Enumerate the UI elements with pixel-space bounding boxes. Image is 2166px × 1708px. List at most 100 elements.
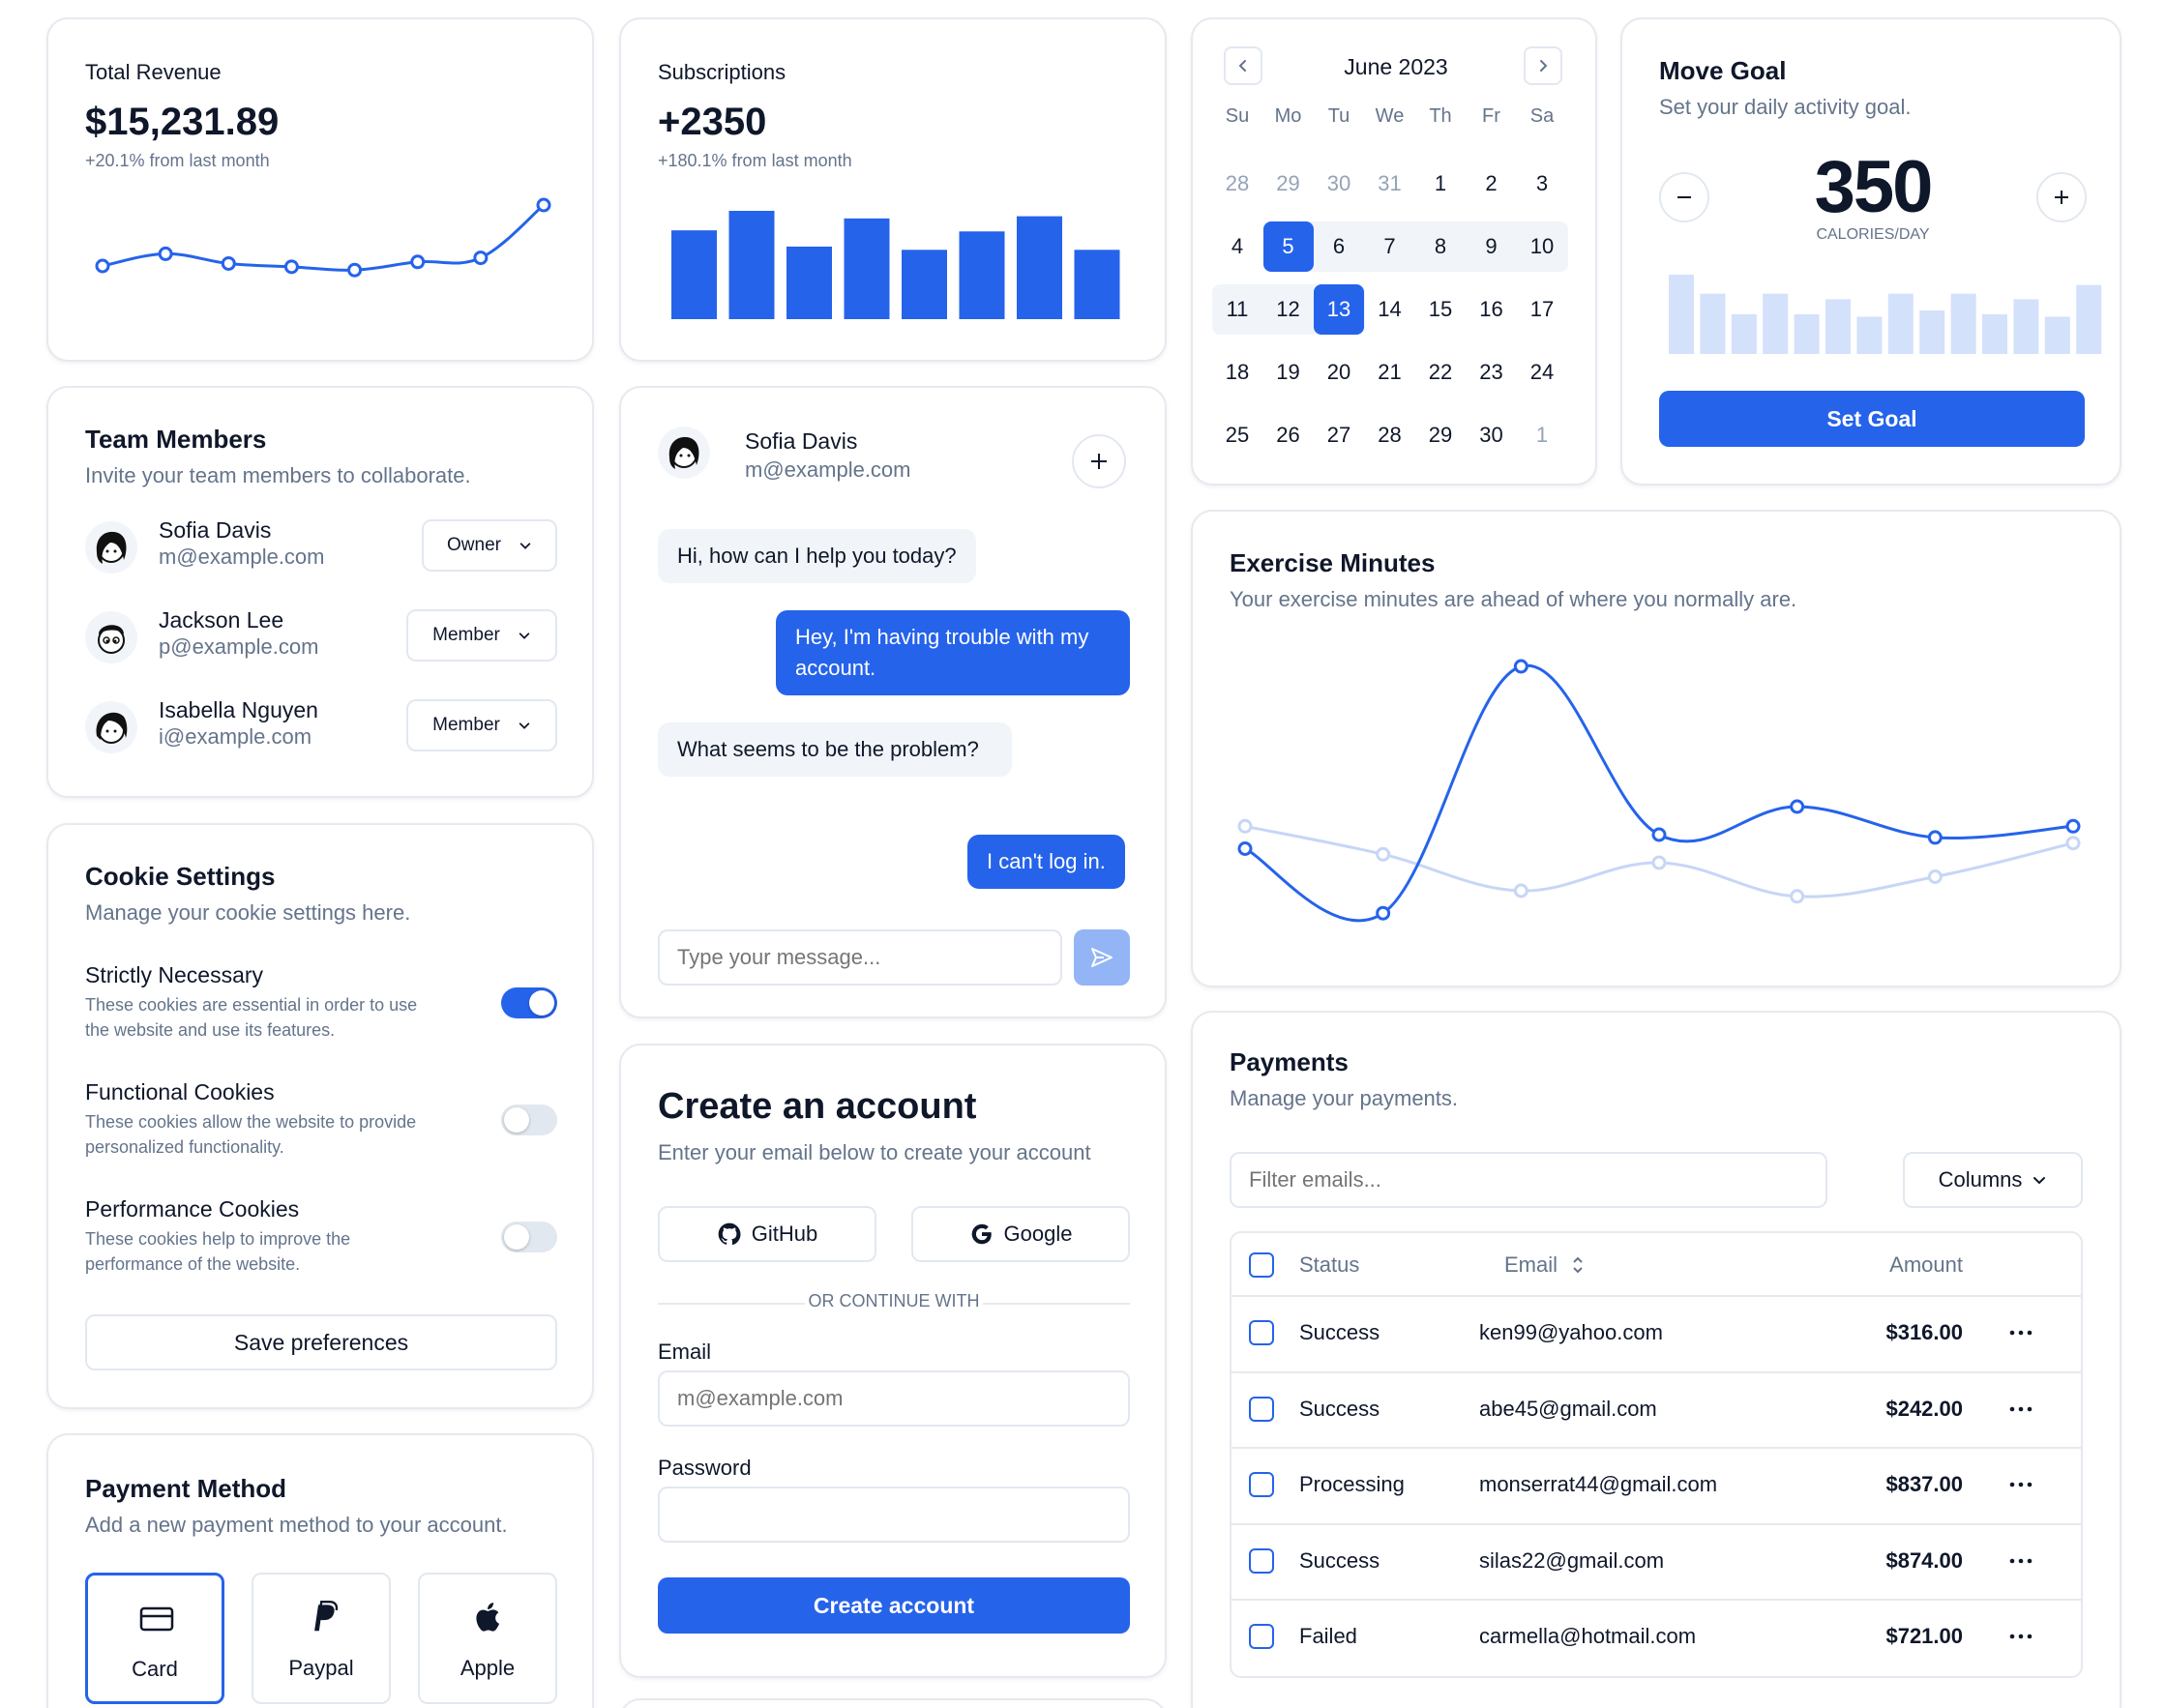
calendar-day-selected[interactable]: 13 [1314,284,1364,335]
calendar-day[interactable]: 1 [1535,423,1549,447]
set-goal-button[interactable]: Set Goal [1659,391,2085,447]
payment-option-apple[interactable]: Apple [418,1573,557,1704]
calendar-day[interactable]: 9 [1485,234,1498,258]
calendar-day[interactable]: 22 [1428,360,1453,384]
new-chat-button[interactable] [1072,434,1126,488]
calendar-day[interactable]: 10 [1529,234,1555,258]
calendar-day[interactable]: 24 [1529,360,1555,384]
calendar-day[interactable]: 12 [1276,297,1300,321]
calendar-day[interactable]: 21 [1378,360,1402,384]
calendar-day-selected[interactable]: 5 [1262,221,1314,272]
header-email-sort[interactable]: Email [1504,1252,1585,1278]
row-actions-button[interactable] [2002,1546,2040,1575]
row-actions-button[interactable] [2002,1318,2040,1347]
row-email: carmella@hotmail.com [1479,1624,1697,1648]
header-amount: Amount [1889,1252,1963,1277]
row-actions-button[interactable] [2002,1622,2040,1651]
calendar-day[interactable]: 4 [1231,234,1244,258]
calendar-day[interactable]: 25 [1225,423,1250,447]
calendar-day[interactable]: 18 [1225,360,1250,384]
weekday-label: Sa [1529,104,1555,127]
payment-method-subtitle: Add a new payment method to your account… [85,1513,508,1537]
save-preferences-button[interactable]: Save preferences [85,1314,557,1370]
more-horizontal-icon [2009,1330,2032,1336]
avatar [658,427,710,479]
exercise-series-a-point [1927,830,1943,845]
calendar-day[interactable]: 28 [1225,171,1250,195]
chevron-down-icon [519,633,530,639]
github-button[interactable]: GitHub [658,1206,876,1262]
create-account-button[interactable]: Create account [658,1577,1130,1634]
header-email: Email [1504,1252,1558,1277]
columns-button[interactable]: Columns [1903,1152,2083,1208]
calendar-day[interactable]: 31 [1378,171,1402,195]
chat-message-input[interactable] [658,929,1062,986]
calendar-day[interactable]: 30 [1326,171,1351,195]
row-actions-button[interactable] [2002,1470,2040,1499]
table-row: Processing monserrat44@gmail.com $837.00 [1231,1447,2081,1522]
cookie-toggle[interactable] [501,987,557,1018]
send-icon [1091,948,1113,967]
calendar-day[interactable]: 2 [1485,171,1498,195]
decrease-goal-button[interactable] [1659,172,1709,222]
calendar-day[interactable]: 28 [1378,423,1402,447]
increase-goal-button[interactable] [2036,172,2087,222]
calendar-day[interactable]: 7 [1383,234,1396,258]
avatar-sofia-icon [668,436,699,469]
calendar-day[interactable]: 14 [1378,297,1402,321]
calendar-prev-button[interactable] [1224,46,1262,85]
calendar-next-button[interactable] [1524,46,1562,85]
toggle-knob [504,1107,529,1133]
calendar-day[interactable]: 16 [1479,297,1503,321]
calendar-day[interactable]: 29 [1276,171,1300,195]
role-select[interactable]: Owner [422,519,557,572]
payment-option-card[interactable]: Card [85,1573,224,1704]
row-checkbox[interactable] [1249,1472,1274,1497]
google-button[interactable]: Google [911,1206,1130,1262]
calendar-day[interactable]: 19 [1276,360,1300,384]
row-checkbox[interactable] [1249,1320,1274,1345]
calendar-day[interactable]: 29 [1428,423,1453,447]
cookie-toggle[interactable] [501,1104,557,1135]
payment-option-label: Paypal [288,1656,354,1680]
calendar-day[interactable]: 26 [1276,423,1300,447]
calendar-day[interactable]: 3 [1535,171,1549,195]
move-goal-title: Move Goal [1659,56,1787,85]
chat-card: Sofia Davis m@example.com Hi, how can I … [619,386,1167,1018]
calendar-day[interactable]: 11 [1226,297,1249,321]
cookie-toggle[interactable] [501,1222,557,1252]
calendar-day[interactable]: 20 [1326,360,1351,384]
password-field[interactable] [658,1487,1130,1543]
chevron-left-icon [1238,60,1246,72]
email-field[interactable] [658,1370,1130,1427]
calendar-day[interactable]: 6 [1332,234,1346,258]
row-checkbox[interactable] [1249,1396,1274,1422]
calendar-day[interactable]: 30 [1479,423,1503,447]
row-checkbox[interactable] [1249,1624,1274,1649]
select-all-checkbox[interactable] [1249,1252,1274,1278]
calendar-day[interactable]: 17 [1529,297,1555,321]
filter-emails-input[interactable] [1230,1152,1827,1208]
exercise-series-b-point [1651,855,1667,870]
calendar-day[interactable]: 1 [1434,171,1447,195]
columns-label: Columns [1938,1167,2023,1192]
calendar-day[interactable]: 27 [1326,423,1351,447]
payment-option-paypal[interactable]: Paypal [252,1573,391,1704]
revenue-point [410,254,426,270]
calendar-day[interactable]: 8 [1434,234,1447,258]
cookie-item-desc: performance of the website. [85,1254,301,1274]
row-actions-button[interactable] [2002,1395,2040,1424]
role-select[interactable]: Member [406,609,557,662]
row-status: Success [1299,1547,1380,1573]
calendar-day[interactable]: 23 [1479,360,1503,384]
exercise-series-b-point [1790,889,1805,904]
cookie-title: Cookie Settings [85,862,276,891]
subscriptions-bar [844,218,890,319]
row-checkbox[interactable] [1249,1547,1274,1574]
calendar-day[interactable]: 15 [1428,297,1453,321]
exercise-series-b-point [1237,818,1253,834]
exercise-series-b-point [1927,869,1943,884]
password-label: Password [658,1456,752,1480]
role-select[interactable]: Member [406,699,557,751]
send-message-button[interactable] [1074,929,1130,986]
